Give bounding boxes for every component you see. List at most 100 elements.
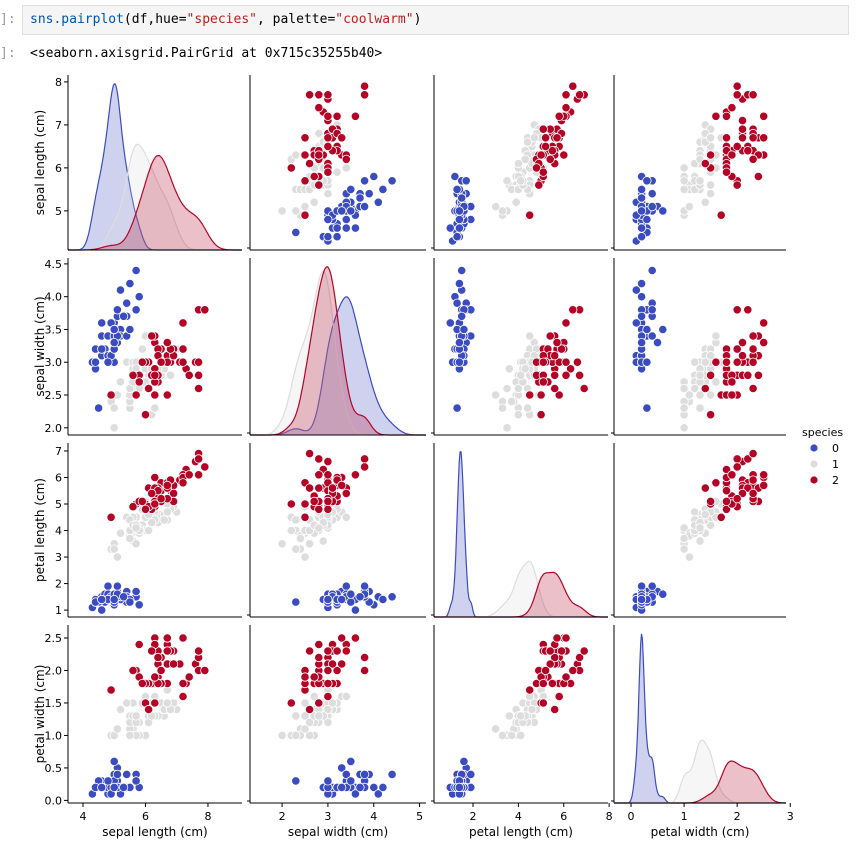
point-species-1	[695, 536, 705, 546]
code-cell-input[interactable]: sns.pairplot(df,hue="species", palette="…	[22, 5, 849, 35]
point-species-2	[300, 150, 310, 160]
point-species-1	[137, 344, 147, 354]
point-species-2	[711, 478, 721, 488]
y-tick-label: 1.5	[45, 697, 63, 710]
y-tick-label: 4	[55, 525, 62, 538]
point-species-0	[636, 311, 647, 321]
point-species-0	[119, 592, 129, 602]
point-species-1	[497, 206, 508, 216]
point-species-1	[165, 370, 176, 380]
panel-3-0: 4 6 8 0.0 0.5 1.0 1.5 2.0 2.5	[45, 625, 242, 823]
panel-3-2: 2 4 6 8	[431, 625, 613, 823]
point-species-1	[300, 698, 310, 708]
point-species-0	[373, 197, 383, 207]
point-species-0	[387, 592, 397, 602]
point-species-2	[561, 357, 571, 367]
point-species-2	[711, 357, 721, 367]
point-species-0	[109, 756, 119, 767]
point-species-1	[516, 730, 526, 741]
point-species-1	[705, 189, 716, 199]
point-species-2	[748, 331, 758, 341]
point-species-0	[636, 581, 647, 591]
point-species-2	[332, 111, 342, 121]
point-species-1	[705, 180, 716, 190]
point-species-0	[125, 597, 135, 607]
x-tick-label: 1	[681, 810, 688, 823]
point-species-2	[162, 390, 172, 400]
point-species-2	[721, 496, 732, 506]
x-tick-label: 3	[324, 810, 331, 823]
point-species-2	[178, 318, 188, 328]
kde-fill-species-2	[68, 155, 242, 250]
point-species-0	[332, 223, 342, 233]
x-axis-label: petal width (cm)	[651, 825, 750, 839]
point-species-2	[323, 456, 333, 467]
point-species-0	[337, 782, 347, 793]
point-species-2	[540, 133, 551, 143]
point-species-2	[545, 646, 555, 656]
point-species-0	[636, 184, 647, 194]
point-species-0	[341, 581, 351, 591]
point-species-0	[658, 324, 668, 335]
point-species-2	[705, 410, 716, 420]
point-species-0	[103, 776, 113, 786]
point-species-0	[337, 594, 347, 605]
point-species-2	[300, 672, 310, 682]
point-species-1	[277, 206, 287, 216]
point-species-0	[291, 776, 301, 786]
x-tick-label: 4	[370, 810, 377, 823]
point-species-0	[647, 202, 657, 212]
point-species-1	[112, 552, 123, 562]
point-species-2	[716, 512, 726, 522]
y-tick-label: 0.0	[45, 794, 63, 807]
point-species-2	[568, 665, 578, 676]
point-species-0	[454, 214, 464, 225]
point-species-2	[732, 81, 742, 91]
point-species-1	[314, 128, 324, 139]
point-species-1	[125, 533, 135, 544]
point-species-0	[452, 184, 462, 194]
point-species-1	[304, 730, 315, 741]
y-tick-label: 3	[55, 551, 62, 564]
point-species-1	[502, 423, 512, 433]
point-species-1	[291, 711, 301, 721]
point-species-0	[452, 403, 462, 413]
point-species-0	[642, 176, 652, 186]
y-tick-label: 6	[55, 162, 62, 175]
point-species-2	[194, 646, 204, 656]
point-species-2	[550, 383, 560, 394]
point-species-1	[131, 523, 141, 533]
kde-fill-species-2	[434, 572, 608, 617]
point-species-2	[748, 448, 758, 459]
point-species-0	[112, 305, 123, 315]
point-species-0	[359, 769, 370, 780]
point-species-2	[737, 116, 748, 126]
point-species-2	[150, 698, 160, 708]
point-species-2	[732, 454, 742, 464]
kde-line-species-2	[68, 154, 242, 251]
point-species-1	[300, 552, 310, 562]
y-tick-label: 2.5	[45, 389, 63, 402]
point-species-2	[525, 210, 535, 220]
point-species-0	[642, 357, 652, 367]
point-species-2	[721, 357, 732, 367]
point-species-1	[295, 533, 305, 544]
point-species-0	[647, 581, 657, 591]
point-species-0	[636, 337, 647, 348]
point-species-1	[684, 552, 695, 562]
point-species-1	[679, 163, 689, 173]
point-species-1	[162, 507, 172, 517]
point-species-2	[359, 665, 370, 676]
point-species-0	[454, 337, 464, 348]
point-species-1	[300, 202, 310, 212]
point-species-2	[732, 357, 742, 367]
point-species-2	[721, 133, 732, 143]
point-species-2	[574, 652, 585, 663]
point-species-1	[679, 176, 689, 186]
point-species-0	[457, 193, 467, 203]
point-species-0	[119, 782, 129, 793]
point-species-0	[454, 278, 464, 289]
point-species-0	[337, 206, 347, 216]
point-species-0	[109, 324, 119, 335]
